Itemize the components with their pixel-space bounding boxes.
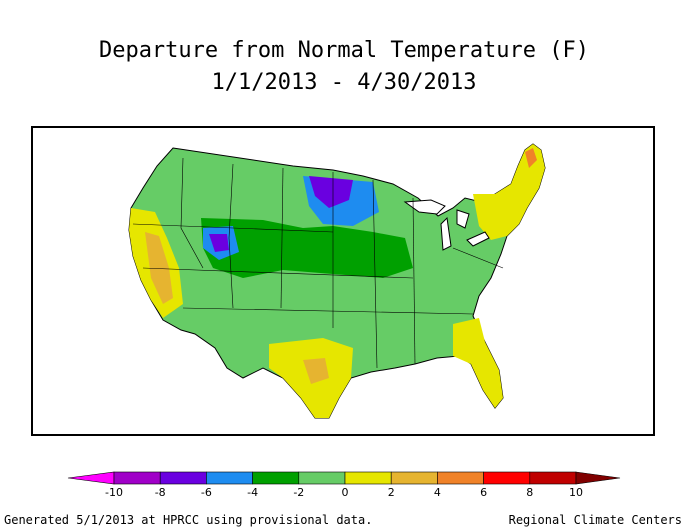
footer-generated-note: Generated 5/1/2013 at HPRCC using provis…	[4, 513, 373, 527]
legend-swatch	[344, 471, 392, 485]
region-orange-california	[145, 232, 173, 304]
map-frame	[31, 126, 655, 436]
legend-swatch	[206, 471, 253, 485]
region-orange-maine	[525, 148, 537, 168]
legend-tick-label: 2	[388, 486, 395, 499]
legend-swatch	[113, 471, 161, 485]
legend-swatch	[483, 471, 531, 485]
legend-tick-label: -2	[293, 486, 304, 499]
state-borders	[132, 157, 504, 369]
legend-swatch	[298, 471, 346, 485]
us-temperature-map	[128, 143, 546, 419]
great-lakes	[403, 199, 490, 251]
region-purple-north	[309, 176, 353, 208]
legend-arrow-low	[67, 471, 115, 485]
footer-credit: Regional Climate Centers	[508, 513, 682, 527]
legend-tick-label: 8	[526, 486, 533, 499]
region-yellow-southeast	[453, 318, 503, 408]
title-line-1: Departure from Normal Temperature (F)	[98, 38, 590, 63]
legend-swatch	[437, 471, 484, 485]
region-orange-texas	[303, 358, 329, 384]
region-purple-rockies	[209, 234, 229, 252]
region-dark-green-west	[201, 218, 413, 278]
legend-tick-label: 0	[342, 486, 349, 499]
legend-swatch	[159, 471, 207, 485]
legend-arrow-high	[575, 471, 621, 485]
region-yellow-northeast	[473, 144, 545, 240]
legend-tick-label: 6	[480, 486, 487, 499]
legend-swatch	[390, 471, 438, 485]
legend-tick-label: -8	[155, 486, 166, 499]
legend-tick-label: -10	[105, 486, 123, 499]
legend-swatch	[529, 471, 577, 485]
legend-tick-label: -6	[201, 486, 212, 499]
legend-tick-label: 4	[434, 486, 441, 499]
title-line-2: 1/1/2013 - 4/30/2013	[211, 70, 477, 95]
legend-tick-label: -4	[247, 486, 258, 499]
legend-tick-label: 10	[569, 486, 583, 499]
color-scale-legend: -10 -8 -6 -4 -2 0 2 4 6 8 10	[67, 471, 621, 499]
legend-swatch	[252, 471, 300, 485]
